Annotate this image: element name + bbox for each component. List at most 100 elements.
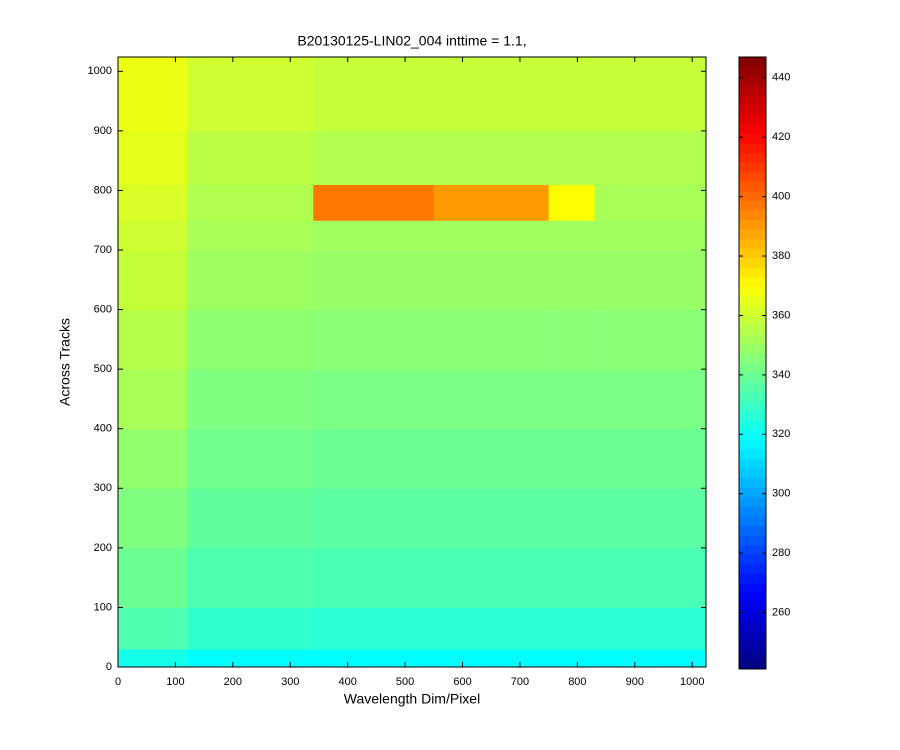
colorbar-swatch [739,276,766,287]
heatmap-cell [594,130,707,185]
heatmap-cell [118,130,188,185]
heatmap-cell [433,220,550,251]
colorbar-swatch [739,458,766,469]
colorbar-swatch [739,573,766,584]
x-tick-label: 0 [115,676,121,688]
heatmap-cell [594,488,707,549]
colorbar-swatch [739,286,766,297]
colorbar-swatch [739,343,766,354]
heatmap-cell [548,57,596,132]
heatmap-cell [548,547,596,608]
colorbar-swatch [739,95,766,106]
colorbar-swatch [739,449,766,460]
heatmap-cell [548,369,596,430]
colorbar-swatch [739,210,766,221]
colorbar-swatch [739,248,766,259]
heatmap-cell [433,369,550,430]
x-tick-label: 600 [453,676,471,688]
colorbar-swatch [739,363,766,374]
colorbar-swatch [739,123,766,134]
colorbar-tick-label: 380 [772,250,790,262]
heatmap-cell [186,649,314,668]
colorbar-swatch [739,238,766,249]
colorbar-swatch [739,621,766,632]
heatmap-cell [594,220,707,251]
colorbar-tick-label: 440 [772,72,790,84]
y-axis-label: Across Tracks [57,318,73,406]
heatmap-cell [186,607,314,650]
heatmap-cell [594,57,707,132]
x-tick-label: 1000 [680,676,704,688]
colorbar-swatch [739,410,766,421]
colorbar-swatch [739,219,766,230]
heatmap-cell [594,309,707,370]
heatmap-cell [433,184,550,221]
heatmap-cell [433,649,550,668]
heatmap-cell [433,547,550,608]
heatmap-cell [313,547,435,608]
colorbar-swatch [739,582,766,593]
colorbar-swatch [739,257,766,268]
colorbar-swatch [739,152,766,163]
heatmap-cell [313,649,435,668]
x-tick-label: 100 [166,676,184,688]
y-tick-label: 500 [94,363,112,375]
colorbar-swatch [739,659,766,670]
x-tick-label: 900 [626,676,644,688]
y-tick-label: 200 [94,542,112,554]
heatmap-cell [433,607,550,650]
colorbar-swatch [739,85,766,96]
heatmap-cell [186,130,314,185]
heatmap-cell [548,250,596,311]
heatmap-cell [548,649,596,668]
colorbar-swatch [739,372,766,383]
heatmap-cell [313,607,435,650]
colorbar-tick-label: 280 [772,547,790,559]
heatmap-cell [548,220,596,251]
heatmap-cell [313,57,435,132]
colorbar-swatch [739,420,766,431]
heatmap-cell [118,547,188,608]
colorbar-swatch [739,477,766,488]
heatmap-cell [186,184,314,221]
heatmap-cell [118,649,188,668]
colorbar-swatch [739,487,766,498]
y-tick-label: 800 [94,184,112,196]
plot-frame [117,56,707,668]
colorbar-swatch [739,640,766,651]
colorbar-swatch [739,114,766,125]
heatmap-cell [118,184,188,221]
heatmap-cell [548,130,596,185]
y-tick-label: 0 [106,661,112,673]
colorbar-swatch [739,324,766,335]
colorbar-swatch [739,516,766,527]
heatmap-cell [594,607,707,650]
y-tick-label: 400 [94,423,112,435]
heatmap-cell [186,428,314,489]
x-axis-label: Wavelength Dim/Pixel [344,691,480,707]
colorbar-swatch [739,181,766,192]
colorbar-frame [738,56,767,670]
heatmap-cell [548,488,596,549]
colorbar-swatch [739,525,766,536]
colorbar-swatch [739,190,766,201]
colorbar-tick-label: 260 [772,606,790,618]
colorbar-swatch [739,305,766,316]
heatmap-cell [186,220,314,251]
heatmap-cell [313,428,435,489]
heatmap-cell [186,369,314,430]
colorbar-swatch [739,401,766,412]
colorbar-swatch [739,563,766,574]
heatmap-cell [594,369,707,430]
heatmap-cell [118,607,188,650]
heatmap-cell [313,250,435,311]
x-tick-label: 400 [339,676,357,688]
heatmap-cell [118,250,188,311]
colorbar-tick-label: 340 [772,369,790,381]
colorbar-swatch [739,468,766,479]
heatmap-cell [118,220,188,251]
heatmap-cell [313,369,435,430]
colorbar-swatch [739,544,766,555]
colorbar-swatch [739,382,766,393]
colorbar-swatch [739,133,766,144]
